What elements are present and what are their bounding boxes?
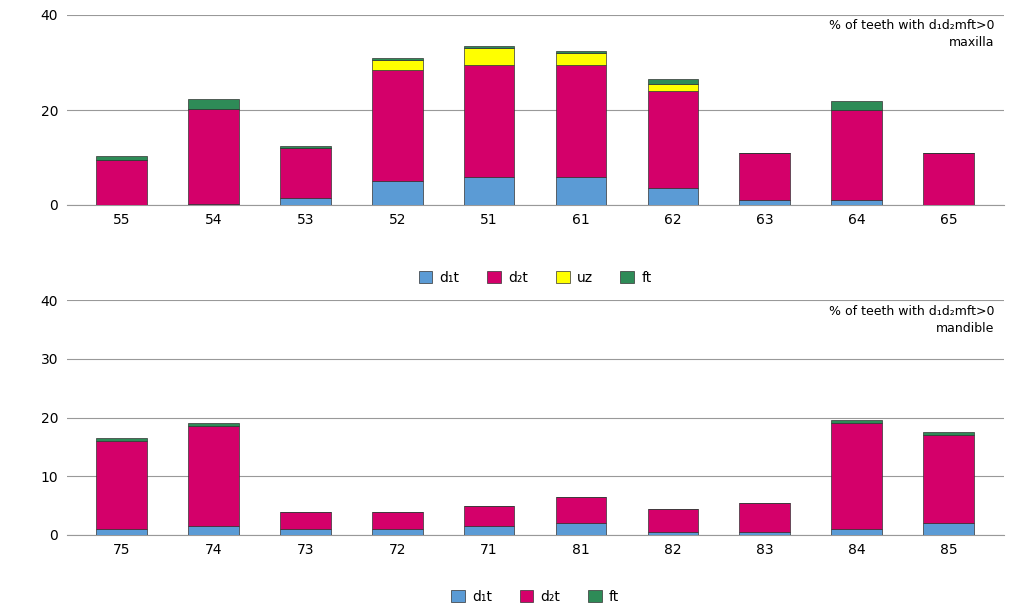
Bar <box>924 523 974 535</box>
Bar <box>372 60 423 69</box>
Bar <box>556 53 606 65</box>
Bar <box>188 526 239 535</box>
Bar <box>647 79 698 84</box>
Text: % of teeth with d₁d₂mft>0
maxilla: % of teeth with d₁d₂mft>0 maxilla <box>828 19 994 49</box>
Bar <box>739 200 790 205</box>
Bar <box>739 153 790 200</box>
Bar <box>372 512 423 529</box>
Bar <box>831 200 882 205</box>
Bar <box>96 160 146 205</box>
Legend: d₁t, d₂t, ft: d₁t, d₂t, ft <box>445 584 625 609</box>
Bar <box>96 438 146 441</box>
Bar <box>647 188 698 205</box>
Bar <box>831 420 882 423</box>
Bar <box>188 423 239 426</box>
Bar <box>188 108 239 203</box>
Bar <box>556 65 606 177</box>
Bar <box>372 58 423 60</box>
Bar <box>831 529 882 535</box>
Bar <box>924 153 974 205</box>
Bar <box>281 512 331 529</box>
Bar <box>647 509 698 532</box>
Bar <box>831 423 882 529</box>
Bar <box>924 435 974 523</box>
Bar <box>556 51 606 53</box>
Bar <box>647 84 698 91</box>
Bar <box>281 148 331 198</box>
Bar <box>281 146 331 148</box>
Bar <box>188 426 239 526</box>
Bar <box>464 65 514 177</box>
Bar <box>556 177 606 205</box>
Bar <box>831 100 882 110</box>
Bar <box>281 198 331 205</box>
Bar <box>464 46 514 48</box>
Bar <box>831 110 882 200</box>
Bar <box>96 529 146 535</box>
Bar <box>281 529 331 535</box>
Bar <box>188 99 239 108</box>
Bar <box>188 203 239 205</box>
Bar <box>372 69 423 181</box>
Bar <box>924 432 974 435</box>
Bar <box>739 532 790 535</box>
Bar <box>464 526 514 535</box>
Legend: d₁t, d₂t, uz, ft: d₁t, d₂t, uz, ft <box>413 265 657 290</box>
Bar <box>556 497 606 523</box>
Bar <box>464 505 514 526</box>
Text: % of teeth with d₁d₂mft>0
mandible: % of teeth with d₁d₂mft>0 mandible <box>828 304 994 335</box>
Bar <box>372 529 423 535</box>
Bar <box>464 177 514 205</box>
Bar <box>372 181 423 205</box>
Bar <box>96 441 146 529</box>
Bar <box>647 532 698 535</box>
Bar <box>647 91 698 188</box>
Bar <box>464 48 514 65</box>
Bar <box>739 502 790 532</box>
Bar <box>96 156 146 160</box>
Bar <box>556 523 606 535</box>
